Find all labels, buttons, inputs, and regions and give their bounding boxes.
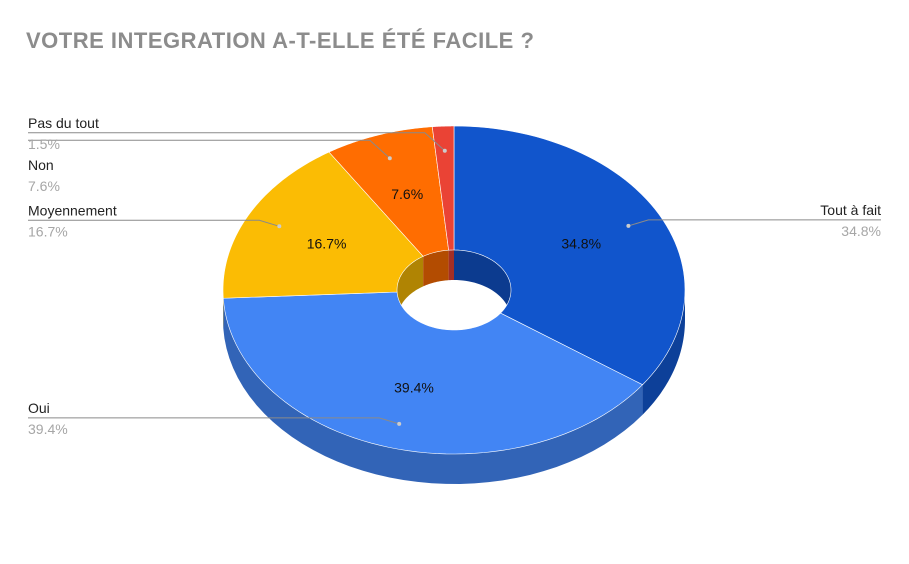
- data-labels: 34.8% 39.4% 16.7% 7.6%: [307, 186, 601, 396]
- leader-dot-oui: [397, 421, 402, 426]
- inner-wall-moyennement: [397, 256, 424, 320]
- leader-line-oui: [28, 417, 400, 425]
- leader-dot-pas-du-tout: [442, 148, 447, 153]
- label-name-tout-a-fait: Tout à fait: [820, 202, 881, 218]
- side-tout-a-fait: [642, 290, 685, 415]
- chart-title: VOTRE INTEGRATION A-T-ELLE ÉTÉ FACILE ?: [26, 28, 535, 53]
- leader-line-non: [28, 139, 391, 159]
- leader-dot-moyennement: [277, 224, 282, 229]
- label-pct-oui: 39.4%: [28, 421, 68, 437]
- data-label-tout-a-fait: 34.8%: [561, 235, 601, 251]
- side-oui: [223, 298, 643, 484]
- inner-wall-non: [423, 250, 449, 287]
- leader-line-moyennement: [28, 219, 280, 227]
- data-label-oui: 39.4%: [394, 380, 434, 396]
- data-label-non: 7.6%: [391, 186, 423, 202]
- pie-slices: [222, 125, 686, 455]
- label-pct-pas-du-tout: 1.5%: [28, 136, 60, 152]
- label-name-moyennement: Moyennement: [28, 202, 117, 218]
- label-pct-moyennement: 16.7%: [28, 223, 68, 239]
- leader-line-pas-du-tout: [28, 132, 446, 152]
- label-name-oui: Oui: [28, 400, 50, 416]
- leader-dot-non: [387, 156, 392, 161]
- slice-pas-du-tout: [431, 125, 455, 251]
- label-name-pas-du-tout: Pas du tout: [28, 115, 99, 131]
- leader-line-tout-a-fait: [628, 219, 881, 227]
- inner-wall-tout-a-fait: [454, 250, 511, 320]
- label-pct-non: 7.6%: [28, 178, 60, 194]
- label-pct-tout-a-fait: 34.8%: [841, 223, 881, 239]
- label-name-non: Non: [28, 157, 54, 173]
- inner-wall-pas-du-tout: [448, 250, 454, 281]
- pie-inner-wall: [397, 250, 511, 320]
- leader-lines: [28, 132, 881, 426]
- leader-dot-tout-a-fait: [626, 223, 631, 228]
- outer-labels: Tout à fait 34.8% Oui 39.4% Moyennement 16.7%…: [28, 115, 881, 437]
- data-label-moyennement: 16.7%: [307, 236, 347, 252]
